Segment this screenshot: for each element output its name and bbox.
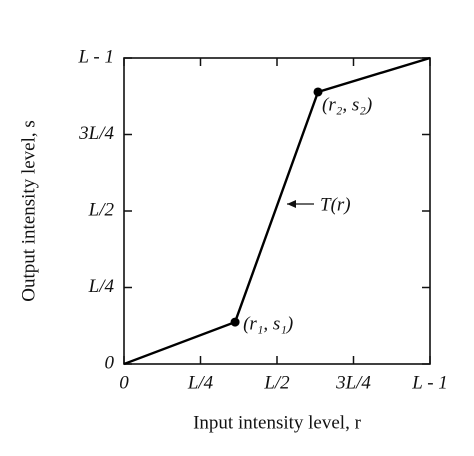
x-axis-label: Input intensity level, r [193,412,361,433]
x-tick-label: L - 1 [411,372,448,393]
y-tick-label: L/2 [88,199,115,220]
x-tick-label: 0 [119,372,129,393]
arrow-head [287,200,296,208]
annotation: (r₂, s₂) [322,94,372,115]
y-axis-label: Output intensity level, s [18,120,39,302]
x-tick-label: L/4 [187,372,214,393]
x-tick-label: 3L/4 [335,372,371,393]
y-tick-label: 0 [105,352,115,373]
y-tick-label: L/4 [88,276,115,297]
y-tick-label: L - 1 [77,46,114,67]
control-point [313,87,323,97]
annotation: T(r) [320,194,351,215]
x-tick-label: L/2 [263,372,290,393]
y-tick-label: 3L/4 [78,123,114,144]
annotation: (r₁, s₁) [243,313,293,334]
transformation-line [123,56,431,366]
control-point [230,317,240,327]
